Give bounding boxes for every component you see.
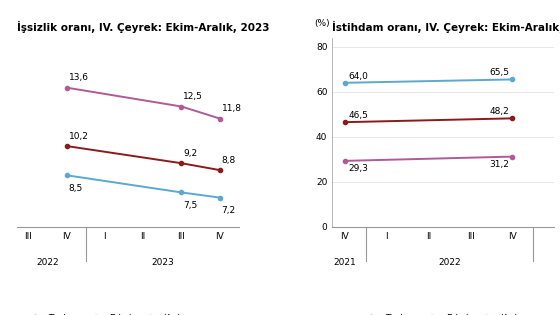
- Text: 7,2: 7,2: [222, 206, 236, 215]
- Text: 29,3: 29,3: [348, 164, 368, 173]
- Text: 13,6: 13,6: [68, 73, 88, 83]
- Text: İşsizlik oranı, IV. Çeyrek: Ekim-Aralık, 2023: İşsizlik oranı, IV. Çeyrek: Ekim-Aralık,…: [17, 21, 269, 33]
- Text: 12,5: 12,5: [184, 92, 203, 101]
- Text: 10,2: 10,2: [68, 132, 88, 141]
- Text: 2022: 2022: [36, 258, 59, 266]
- Text: 7,5: 7,5: [184, 201, 198, 210]
- Text: 46,5: 46,5: [348, 111, 368, 120]
- Text: İstihdam oranı, IV. Çeyrek: Ekim-Aralık, 2023: İstihdam oranı, IV. Çeyrek: Ekim-Aralık,…: [332, 21, 560, 33]
- Text: 64,0: 64,0: [348, 72, 368, 81]
- Text: 8,8: 8,8: [222, 156, 236, 165]
- Text: 9,2: 9,2: [184, 149, 198, 158]
- Text: 8,5: 8,5: [68, 184, 83, 193]
- Text: (%): (%): [315, 19, 330, 28]
- Text: 11,8: 11,8: [222, 104, 242, 113]
- Text: 65,5: 65,5: [489, 68, 509, 77]
- Legend: Toplam, Erkek, Kadın: Toplam, Erkek, Kadın: [358, 310, 529, 315]
- Text: 31,2: 31,2: [489, 160, 509, 169]
- Legend: Toplam, Erkek, Kadın: Toplam, Erkek, Kadın: [21, 310, 192, 315]
- Text: 2023: 2023: [151, 258, 174, 266]
- Text: 48,2: 48,2: [489, 107, 509, 116]
- Text: 2021: 2021: [333, 258, 356, 266]
- Text: 2022: 2022: [438, 258, 461, 266]
